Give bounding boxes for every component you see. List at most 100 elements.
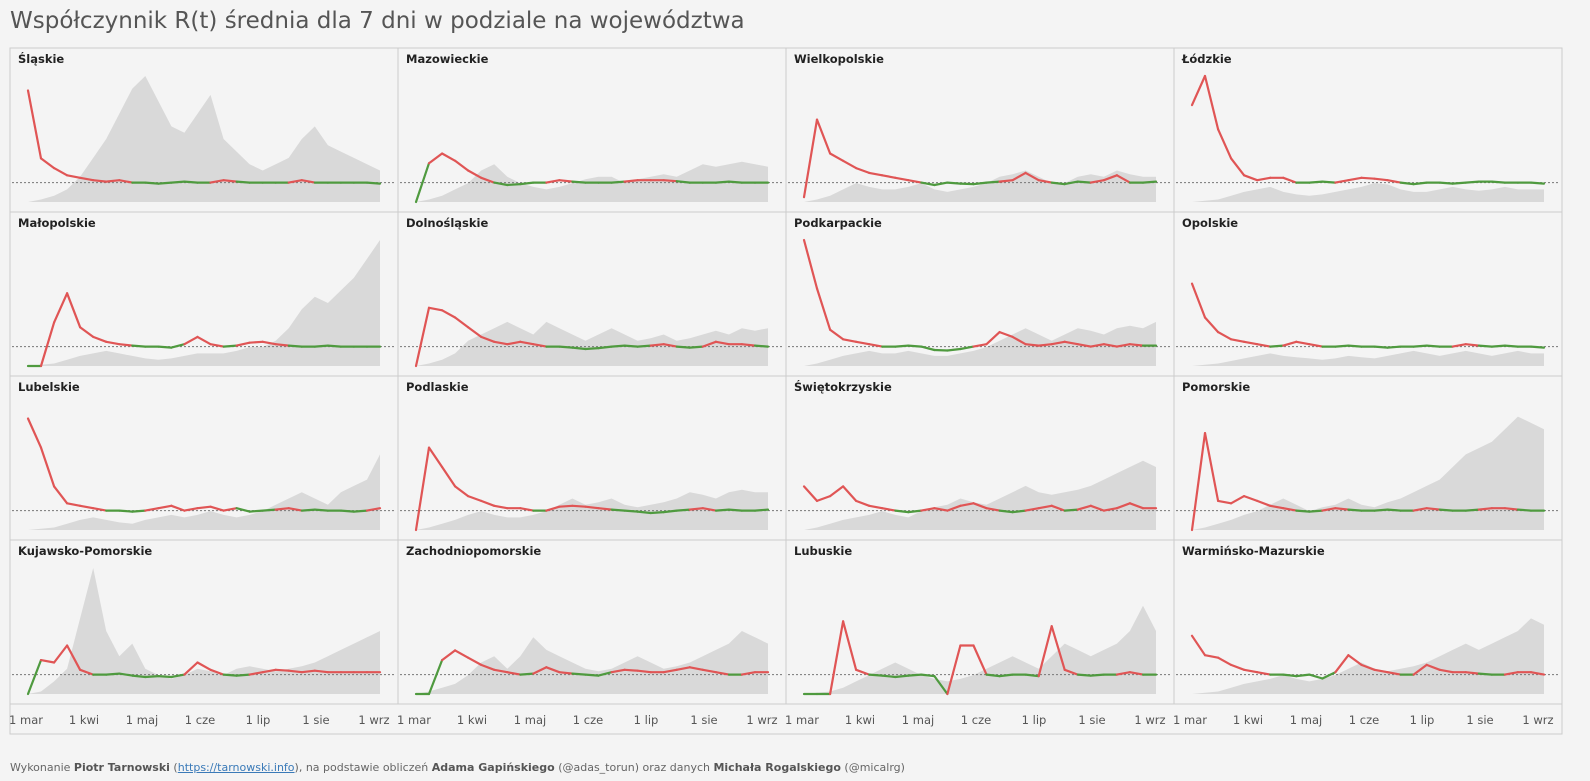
rt-line-segment bbox=[1203, 654, 1220, 659]
rt-line-segment bbox=[1203, 432, 1220, 502]
rt-line-segment bbox=[649, 343, 665, 347]
rt-line-segment bbox=[1373, 668, 1389, 674]
rt-line-segment bbox=[1347, 344, 1363, 348]
rt-line-segment bbox=[39, 321, 56, 368]
rt-line-segment bbox=[1063, 668, 1079, 676]
rt-line-segment bbox=[597, 345, 613, 350]
panel-12: Pomorskie bbox=[1173, 375, 1563, 541]
rt-line-segment bbox=[841, 159, 858, 170]
rt-line-segment bbox=[78, 504, 95, 510]
rt-line-segment bbox=[170, 504, 186, 512]
rt-line-segment bbox=[118, 343, 134, 347]
rt-line-segment bbox=[828, 485, 845, 498]
rt-line-segment bbox=[131, 674, 147, 679]
x-tick-label: 1 maj bbox=[1290, 713, 1322, 727]
rt-line-segment bbox=[933, 181, 949, 187]
x-tick-label: 1 wrz bbox=[1134, 713, 1165, 727]
rt-line-segment bbox=[998, 331, 1014, 338]
rt-line-segment bbox=[868, 343, 884, 348]
rt-line-segment bbox=[1242, 495, 1259, 502]
rt-line-segment bbox=[881, 507, 897, 512]
x-tick-label: 1 sie bbox=[302, 713, 329, 727]
rt-line-segment bbox=[467, 326, 483, 338]
rt-line-segment bbox=[1089, 343, 1106, 348]
rt-line-segment bbox=[1321, 180, 1337, 184]
rt-line-segment bbox=[675, 345, 691, 349]
rt-line-segment bbox=[662, 343, 678, 348]
rt-line-segment bbox=[248, 671, 264, 676]
rt-line-segment bbox=[1282, 176, 1298, 184]
rt-line-segment bbox=[1412, 344, 1428, 348]
rt-line-segment bbox=[144, 674, 160, 679]
rt-line-segment bbox=[287, 669, 303, 674]
rt-line-segment bbox=[920, 507, 936, 512]
rt-line-segment bbox=[1308, 509, 1324, 513]
rt-line-segment bbox=[1386, 179, 1402, 184]
cases-area bbox=[28, 240, 380, 366]
rt-line-segment bbox=[1412, 663, 1428, 676]
rt-line-segment bbox=[1063, 508, 1079, 512]
footer-author: Piotr Tarnowski bbox=[73, 761, 170, 774]
rt-line-segment bbox=[1102, 174, 1119, 182]
rt-line-segment bbox=[1412, 181, 1428, 186]
rt-line-segment bbox=[209, 668, 225, 676]
rt-line-segment bbox=[907, 179, 923, 184]
rt-line-segment bbox=[972, 181, 988, 186]
rt-line-segment bbox=[1269, 344, 1285, 348]
rt-line-segment bbox=[1295, 340, 1311, 346]
rt-line-segment bbox=[183, 661, 199, 676]
panel-9: Lubelskie bbox=[9, 375, 399, 541]
rt-line-segment bbox=[1503, 671, 1520, 676]
rt-line-segment bbox=[907, 344, 923, 348]
rt-line-segment bbox=[1102, 507, 1119, 512]
rt-line-segment bbox=[1115, 502, 1132, 510]
rt-line-segment bbox=[1216, 128, 1233, 160]
rt-line-segment bbox=[39, 658, 56, 664]
rt-line-segment bbox=[427, 152, 444, 165]
rt-line-segment bbox=[427, 658, 444, 696]
rt-line-segment bbox=[688, 345, 704, 349]
rt-line-segment bbox=[414, 306, 431, 368]
rt-line-segment bbox=[1347, 508, 1363, 512]
rt-line-segment bbox=[854, 167, 871, 174]
rt-line-segment bbox=[92, 335, 108, 343]
rt-line-segment bbox=[1529, 181, 1546, 185]
panel-13: Kujawsko-Pomorskie bbox=[9, 539, 399, 705]
rt-line-segment bbox=[623, 668, 639, 672]
author-link[interactable]: https://tarnowski.info bbox=[177, 761, 295, 774]
rt-line-segment bbox=[493, 668, 509, 674]
rt-line-segment bbox=[1089, 504, 1106, 512]
rt-line-segment bbox=[235, 341, 251, 347]
rt-line-segment bbox=[78, 668, 95, 676]
rt-line-segment bbox=[881, 674, 897, 679]
rt-line-segment bbox=[894, 176, 910, 182]
rt-line-segment bbox=[105, 179, 121, 183]
rt-line-segment bbox=[26, 658, 43, 696]
rt-line-segment bbox=[365, 181, 382, 185]
cases-area bbox=[1192, 618, 1544, 694]
rt-line-segment bbox=[131, 344, 147, 348]
rt-line-segment bbox=[261, 668, 277, 674]
rt-line-segment bbox=[519, 181, 535, 186]
rt-line-segment bbox=[144, 181, 160, 185]
rt-line-segment bbox=[1334, 179, 1350, 184]
rt-line-segment bbox=[894, 674, 910, 679]
rt-line-segment bbox=[1282, 673, 1298, 678]
panel-title: Lubelskie bbox=[18, 380, 80, 394]
rt-line-segment bbox=[365, 507, 382, 512]
rt-line-segment bbox=[196, 661, 212, 671]
rt-line-segment bbox=[1076, 673, 1092, 677]
rt-line-segment bbox=[1050, 625, 1066, 671]
rt-line-segment bbox=[519, 672, 535, 676]
rt-line-segment bbox=[1425, 663, 1441, 671]
rt-line-segment bbox=[532, 666, 548, 675]
rt-line-segment bbox=[1321, 507, 1337, 512]
x-tick-label: 1 cze bbox=[1349, 713, 1379, 727]
cases-area bbox=[28, 568, 380, 694]
rt-line-segment bbox=[467, 656, 483, 667]
rt-line-segment bbox=[506, 340, 522, 346]
rt-line-segment bbox=[623, 179, 639, 183]
rt-line-segment bbox=[985, 507, 1001, 512]
rt-line-segment bbox=[1451, 343, 1467, 348]
rt-line-segment bbox=[1438, 508, 1454, 512]
